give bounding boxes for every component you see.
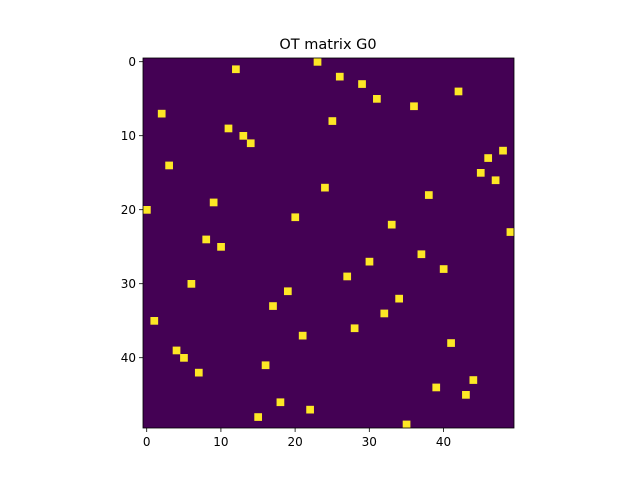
heatmap-cell <box>165 161 173 170</box>
heatmap-cell <box>335 72 344 81</box>
heatmap-cell <box>432 383 441 392</box>
heatmap-cell <box>187 280 196 288</box>
heatmap-cell <box>239 132 248 140</box>
heatmap-cell <box>484 154 493 162</box>
heatmap-cell <box>373 95 381 103</box>
heatmap-cell <box>350 324 359 333</box>
heatmap-cell <box>172 346 181 355</box>
heatmap-cell <box>291 213 300 222</box>
heatmap-cell <box>454 87 463 96</box>
heatmap-cell <box>283 287 292 296</box>
heatmap-cell <box>469 376 478 384</box>
heatmap-cell <box>439 265 448 273</box>
heatmap-cell <box>202 235 211 244</box>
heatmap-cell <box>217 243 225 251</box>
heatmap-cell <box>269 302 277 310</box>
plot-area <box>142 57 515 429</box>
heatmap-cell <box>499 146 507 155</box>
heatmap-cell <box>143 206 151 214</box>
y-tick-label: 0 <box>128 55 136 69</box>
heatmap-cell <box>506 228 515 236</box>
heatmap-cell <box>395 294 403 303</box>
heatmap-cell <box>380 309 389 318</box>
heatmap-cell <box>246 139 255 148</box>
heatmap-cell <box>424 191 433 199</box>
y-tick-label: 30 <box>121 277 136 291</box>
y-tick-label: 10 <box>121 129 136 143</box>
heatmap-cell <box>387 220 396 229</box>
heatmap-cell <box>224 124 233 133</box>
heatmap-cell <box>313 58 322 66</box>
heatmap-cell <box>402 420 411 429</box>
y-tick-label: 20 <box>121 203 136 217</box>
heatmap-cell <box>321 183 329 192</box>
heatmap-cell <box>447 339 455 347</box>
heatmap-cell <box>209 198 218 207</box>
heatmap-cell <box>306 405 314 414</box>
heatmap-cell <box>180 354 188 362</box>
heatmap-cell <box>276 398 285 407</box>
heatmap-cell <box>232 65 240 74</box>
chart-title: OT matrix G0 <box>279 37 376 53</box>
x-tick-label: 0 <box>143 435 151 449</box>
heatmap-cell <box>254 413 263 421</box>
heatmap-cell <box>410 102 418 111</box>
heatmap-cell <box>194 368 203 377</box>
x-tick-label: 10 <box>213 435 228 449</box>
heatmap-cell <box>150 317 159 325</box>
heatmap-cell <box>365 257 374 266</box>
heatmap-cell <box>417 250 426 259</box>
x-axis: 0 10 20 30 40 <box>143 428 451 449</box>
heatmap-cell <box>462 391 470 399</box>
heatmap-cell <box>491 176 500 185</box>
heatmap-cell <box>343 272 352 281</box>
heatmap-cell <box>261 361 270 370</box>
y-tick-label: 40 <box>121 351 136 365</box>
heatmap-cell <box>476 169 485 177</box>
heatmap-cell <box>358 80 366 88</box>
heatmap-cell <box>298 331 307 340</box>
x-tick-label: 30 <box>362 435 377 449</box>
plot-frame <box>142 57 515 429</box>
heatmap-cell <box>328 117 337 125</box>
x-tick-label: 40 <box>436 435 451 449</box>
y-axis: 0 10 20 30 40 <box>121 55 143 365</box>
x-tick-label: 20 <box>287 435 302 449</box>
heatmap-cell <box>157 109 166 118</box>
